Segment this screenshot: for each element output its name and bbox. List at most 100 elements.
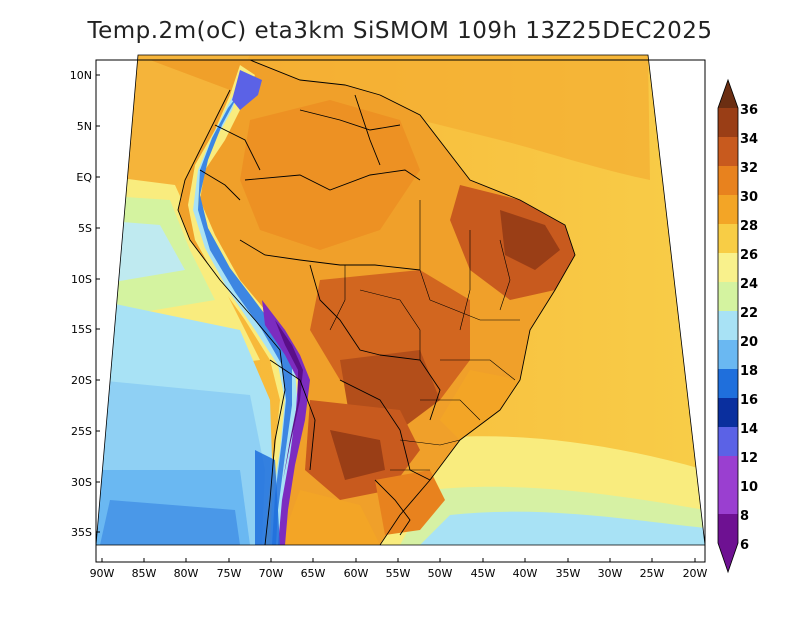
state-border-10 — [359, 289, 421, 360]
lon-tick-label: 40W — [513, 567, 538, 580]
colorbar-bin — [718, 427, 738, 456]
ecuador-border — [199, 169, 241, 201]
colorbar-label: 20 — [740, 335, 758, 350]
pacific-deep-south-field — [100, 500, 240, 545]
plot-frame — [95, 59, 706, 563]
south-atlantic-coolest — [420, 511, 705, 545]
lat-tick-label: 15S — [71, 323, 92, 336]
lon-tick-label: 50W — [428, 567, 453, 580]
colorbar-label: 8 — [740, 509, 749, 524]
state-borders — [329, 200, 520, 471]
state-border-3 — [459, 230, 471, 331]
state-border-2 — [419, 200, 431, 301]
amazon-warm — [240, 100, 420, 250]
andes-south-blue — [255, 450, 280, 545]
map-title: Temp.2m(oC) eta3km SiSMOM 109h 13Z25DEC2… — [87, 18, 713, 44]
brazil-north-border — [244, 169, 421, 191]
pampas-zone — [280, 490, 380, 545]
temperature-field — [96, 55, 705, 545]
colorbar-bin — [718, 166, 738, 195]
lon-tick-label: 85W — [132, 567, 157, 580]
andes-deep-core — [275, 320, 303, 480]
colorbar-label: 10 — [740, 480, 758, 495]
colorbar-label: 6 — [740, 538, 749, 553]
lon-tick-label: 70W — [259, 567, 284, 580]
colorbar-bin — [718, 282, 738, 311]
brazil-peru-border — [239, 239, 421, 271]
colorbar-bin — [718, 485, 738, 514]
colorbar-label: 22 — [740, 306, 758, 321]
lon-tick-label: 25W — [640, 567, 665, 580]
guyana-border — [354, 94, 381, 166]
lat-tick-label: 10S — [71, 273, 92, 286]
latitude-axis: 10N 5N EQ 5S 10S 15S 20S 25S 30S 35S — [70, 69, 100, 539]
colorbar-bottom-arrow — [718, 543, 738, 572]
southeast-coast-zone — [440, 370, 520, 440]
lon-tick-label: 45W — [471, 567, 496, 580]
colorbar-label: 34 — [740, 132, 758, 147]
colorbar-label: 24 — [740, 277, 758, 292]
lon-tick-label: 35W — [556, 567, 581, 580]
state-border-1 — [329, 265, 346, 331]
state-border-6 — [440, 359, 516, 381]
lon-tick-label: 90W — [90, 567, 115, 580]
colorbar-top-arrow — [718, 80, 738, 108]
colorbar-label: 16 — [740, 393, 758, 408]
lon-tick-label: 75W — [217, 567, 242, 580]
atlantic-coastline — [150, 59, 576, 546]
chile-argentina-border — [269, 359, 316, 471]
state-border-5 — [429, 299, 520, 321]
colorbar-label: 28 — [740, 219, 758, 234]
lon-tick-label: 80W — [174, 567, 199, 580]
venezuela-border — [299, 109, 401, 131]
lon-tick-label: 30W — [598, 567, 623, 580]
northeast-hottest — [500, 210, 560, 270]
colorbar-bin — [718, 369, 738, 398]
colorbar-bin — [718, 108, 738, 137]
colorbar: 36 34 32 30 28 26 24 22 20 18 16 14 12 1… — [717, 78, 758, 574]
andes-green — [193, 80, 298, 545]
lon-tick-label: 65W — [301, 567, 326, 580]
lon-tick-label: 60W — [344, 567, 369, 580]
country-borders — [150, 59, 576, 546]
lat-tick-label: 35S — [71, 526, 92, 539]
colorbar-label: 14 — [740, 422, 758, 437]
colorbar-label: 12 — [740, 451, 758, 466]
lat-tick-label: 5S — [78, 222, 92, 235]
colorbar-bin — [718, 456, 738, 485]
colorbar-label: 32 — [740, 161, 758, 176]
uruguay-border — [374, 479, 411, 536]
paraguay-border — [379, 354, 441, 421]
colorbar-bin — [718, 224, 738, 253]
colorbar-outline — [717, 78, 739, 574]
colorbar-bin — [718, 311, 738, 340]
lon-tick-label: 55W — [386, 567, 411, 580]
state-border-7 — [420, 399, 481, 421]
north-atlantic-warm — [138, 55, 650, 180]
colorbar-bin — [718, 398, 738, 427]
andes-north-blue — [232, 70, 262, 110]
state-border-4 — [499, 239, 511, 311]
south-brazil-zone — [375, 470, 445, 535]
lon-tick-label: 20W — [683, 567, 708, 580]
colorbar-label: 18 — [740, 364, 758, 379]
argentina-north-border — [339, 379, 431, 481]
lat-tick-label: 10N — [70, 69, 92, 82]
colorbar-label: 26 — [740, 248, 758, 263]
chaco-hottest — [330, 430, 385, 480]
bolivia-west-border — [309, 264, 381, 356]
pacific-coastline — [177, 89, 286, 546]
colorbar-bin — [718, 195, 738, 224]
colorbar-bin — [718, 514, 738, 543]
colorbar-label: 30 — [740, 190, 758, 205]
state-border-8 — [399, 439, 461, 446]
lat-tick-label: 30S — [71, 476, 92, 489]
colorbar-bin — [718, 137, 738, 166]
lat-tick-label: 5N — [77, 120, 92, 133]
lat-tick-label: 20S — [71, 374, 92, 387]
colorbar-bin — [718, 340, 738, 369]
colorbar-bin — [718, 253, 738, 282]
lat-tick-label: EQ — [76, 171, 92, 184]
colombia-border — [214, 124, 261, 171]
